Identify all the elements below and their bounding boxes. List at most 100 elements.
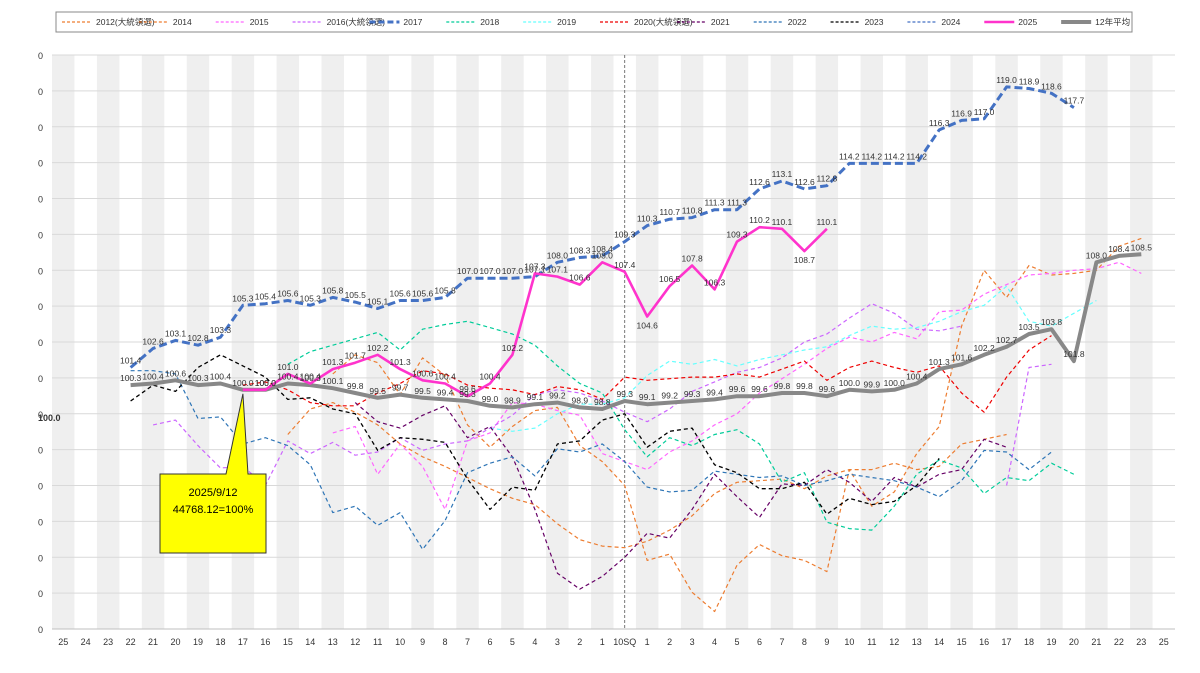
data-label: 99.3 — [684, 389, 701, 399]
legend-entry: 2014 — [173, 17, 192, 27]
data-label: 113.1 — [772, 169, 793, 179]
legend: 2012(大統領選) 2014 2015 2016(大統領選) 2017 2018 2019… — [55, 11, 1133, 33]
data-label: 103.1 — [165, 328, 187, 338]
x-tick-label: 16 — [979, 637, 989, 647]
legend-entry: 2012(大統領選) — [96, 17, 155, 27]
data-label: 101.3 — [929, 357, 951, 367]
y-tick-label: 0 — [38, 338, 43, 348]
data-label: 112.6 — [749, 177, 770, 187]
x-tick-label: 19 — [193, 637, 203, 647]
x-tick-label: 6 — [487, 637, 492, 647]
data-label: 99.6 — [819, 384, 836, 394]
legend-entry: 2021 — [711, 17, 730, 27]
legend-entry: 2016(大統領選) — [327, 17, 386, 27]
y-tick-label: 0 — [38, 589, 43, 599]
data-label: 107.0 — [479, 266, 501, 276]
data-label: 105.6 — [389, 289, 411, 299]
data-label: 107.4 — [614, 260, 636, 270]
data-label: 100.6 — [412, 368, 434, 378]
y-tick-label: 0 — [38, 159, 43, 169]
data-label: 100.4 — [210, 371, 232, 381]
x-tick-label: 11 — [373, 637, 382, 647]
x-tick-label: 20 — [171, 637, 181, 647]
data-label: 108.4 — [1108, 244, 1130, 254]
data-label: 114.2 — [906, 151, 927, 161]
x-tick-label: 16 — [260, 637, 270, 647]
legend-entry: 2015 — [250, 17, 269, 27]
x-tick-label: 1 — [600, 637, 605, 647]
series-line — [130, 354, 940, 515]
data-label: 100.0 — [255, 378, 277, 388]
y-tick-label: 0 — [38, 374, 43, 384]
legend-entry: 12年平均 — [1095, 17, 1130, 27]
data-label: 101.7 — [345, 351, 367, 361]
series-line — [1006, 363, 1052, 486]
x-tick-label: 5 — [735, 637, 740, 647]
data-label: 105.6 — [277, 289, 299, 299]
data-label: 100.3 — [120, 373, 142, 383]
x-tick-label: 1 — [645, 637, 650, 647]
data-label: 110.7 — [659, 207, 680, 217]
data-label: 100.4 — [479, 371, 501, 381]
data-label: 105.3 — [232, 293, 254, 303]
data-label: 101.3 — [389, 357, 411, 367]
data-label: 110.8 — [682, 206, 703, 216]
data-label: 109.3 — [726, 230, 748, 240]
data-label: 101.8 — [1063, 349, 1085, 359]
x-tick-label: 15 — [283, 637, 293, 647]
data-label: 101.3 — [322, 357, 344, 367]
data-label: 102.2 — [973, 343, 995, 353]
x-tick-label: 2 — [667, 637, 672, 647]
gridlines — [52, 54, 1175, 630]
data-label: 105.8 — [322, 285, 344, 295]
data-label: 101.4 — [120, 356, 142, 366]
x-tick-label: 20 — [1069, 637, 1079, 647]
data-label: 105.8 — [434, 285, 456, 295]
y-tick-label: 0 — [38, 51, 43, 61]
data-label: 107.0 — [457, 266, 479, 276]
data-label: 102.8 — [187, 333, 209, 343]
x-tick-label: 23 — [1136, 637, 1146, 647]
y-tick-label: 0 — [38, 195, 43, 205]
data-label: 106.3 — [704, 277, 726, 287]
data-label: 105.1 — [367, 297, 389, 307]
data-label: 100.3 — [300, 373, 322, 383]
x-tick-label: 3 — [555, 637, 560, 647]
callout-shape — [159, 393, 267, 554]
x-tick-label: 25 — [58, 637, 68, 647]
x-tick-label: 22 — [1114, 637, 1124, 647]
x-tick-label: 9 — [420, 637, 425, 647]
data-label: 103.3 — [210, 325, 232, 335]
x-tick-label: 9 — [824, 637, 829, 647]
data-label: 99.6 — [751, 384, 768, 394]
data-label: 108.0 — [592, 250, 614, 260]
x-tick-label: 23 — [103, 637, 113, 647]
x-tick-label: 17 — [1002, 637, 1012, 647]
data-label: 110.2 — [749, 215, 770, 225]
x-tick-label: 13 — [912, 637, 922, 647]
y-tick-label: 0 — [38, 446, 43, 456]
data-label: 99.4 — [706, 387, 723, 397]
data-label: 99.6 — [459, 384, 476, 394]
reference-label: 100.0 — [38, 413, 61, 423]
x-tick-label: 14 — [934, 637, 944, 647]
data-label: 99.6 — [729, 384, 746, 394]
data-label: 101.0 — [277, 362, 299, 372]
data-label: 108.0 — [547, 250, 569, 260]
data-label: 105.3 — [300, 293, 322, 303]
x-tick-label: 14 — [305, 637, 315, 647]
data-label: 98.9 — [504, 395, 521, 405]
data-label: 100.1 — [322, 376, 344, 386]
data-label: 99.8 — [347, 381, 364, 391]
data-label: 102.7 — [996, 335, 1018, 345]
data-label: 110.3 — [637, 214, 658, 224]
x-axis-labels: 25 24 23 22 21 20 19 18 17 16 15 14 13 12 11 10 9 8 7 6 5 4 3 2… — [58, 637, 1169, 647]
x-tick-label: 4 — [712, 637, 717, 647]
x-tick-label: 10SQ — [613, 637, 636, 647]
data-label: 100.4 — [434, 371, 456, 381]
series-line — [332, 237, 1142, 613]
y-tick-label: 0 — [38, 625, 43, 635]
callout-base: 44768.12=100% — [172, 504, 254, 516]
data-label: 107.3 — [524, 261, 546, 271]
data-label: 99.4 — [437, 387, 454, 397]
